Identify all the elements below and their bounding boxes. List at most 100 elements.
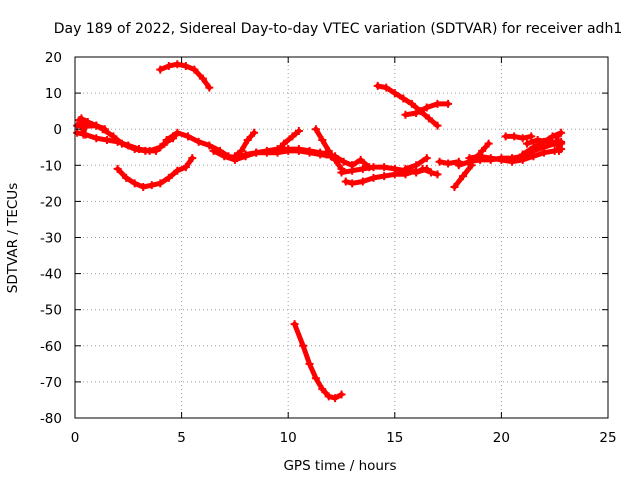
- data-point: [209, 146, 218, 155]
- data-point: [100, 125, 109, 134]
- data-point: [250, 128, 259, 137]
- plot-frame: [74, 56, 609, 419]
- data-point: [358, 164, 367, 173]
- data-point: [380, 172, 389, 181]
- series-line: [466, 146, 564, 165]
- series-arc-10: [273, 127, 303, 155]
- data-point: [510, 132, 519, 141]
- data-point: [508, 157, 517, 166]
- series-line: [275, 128, 302, 154]
- data-point: [156, 179, 165, 188]
- data-point: [401, 164, 410, 173]
- series-arc-5: [113, 154, 197, 191]
- series-arc-13: [290, 320, 346, 403]
- y-tick-label: -80: [40, 411, 62, 427]
- x-tick-label: 20: [493, 430, 510, 446]
- data-point: [156, 65, 165, 74]
- data-point: [527, 132, 536, 141]
- chart-title: Day 189 of 2022, Sidereal Day-to-day VTE…: [54, 21, 622, 37]
- series-arc-20: [418, 164, 442, 179]
- series-line: [292, 321, 344, 401]
- series-arc-15: [341, 166, 421, 188]
- series-arc-19: [401, 99, 453, 119]
- data-point: [433, 99, 442, 108]
- y-tick-label: -50: [40, 303, 62, 319]
- data-point: [188, 154, 197, 163]
- data-point: [369, 173, 378, 182]
- data-point: [412, 108, 421, 117]
- x-tick-label: 25: [599, 430, 616, 446]
- data-point: [130, 179, 139, 188]
- y-tick-label: -40: [40, 267, 62, 283]
- data-point: [433, 170, 442, 179]
- data-point: [181, 62, 190, 71]
- data-point: [424, 114, 433, 123]
- series-arc-9: [230, 128, 259, 161]
- data-point: [141, 146, 150, 155]
- data-point: [533, 136, 542, 145]
- data-point: [471, 154, 480, 163]
- data-point: [557, 128, 566, 137]
- x-tick-label: 5: [177, 430, 186, 446]
- data-point: [279, 139, 288, 148]
- data-point: [337, 168, 346, 177]
- data-point: [299, 341, 308, 350]
- data-point: [486, 154, 495, 163]
- data-point: [92, 121, 101, 130]
- data-point: [324, 392, 333, 401]
- series-arc-18: [373, 81, 442, 130]
- data-point: [427, 168, 436, 177]
- series-arc-4: [77, 114, 90, 139]
- series-arc-6: [156, 60, 214, 92]
- data-point: [102, 136, 111, 145]
- data-point: [418, 164, 427, 173]
- data-point: [205, 141, 214, 150]
- data-point: [399, 94, 408, 103]
- data-point: [497, 155, 506, 164]
- data-point: [529, 143, 538, 152]
- data-point: [237, 146, 246, 155]
- data-point: [478, 146, 487, 155]
- y-axis-label: SDTVAR / TECUs: [5, 183, 21, 293]
- y-tick-label: -10: [40, 158, 62, 174]
- data-point: [557, 139, 566, 148]
- data-point: [190, 65, 199, 74]
- data-point: [305, 148, 314, 157]
- data-point: [552, 132, 561, 141]
- data-point: [407, 99, 416, 108]
- data-point: [220, 152, 229, 161]
- data-point: [484, 139, 493, 148]
- data-point: [390, 170, 399, 179]
- data-point: [529, 152, 538, 161]
- data-point: [73, 128, 82, 137]
- data-point: [79, 130, 88, 139]
- data-point: [122, 173, 131, 182]
- data-point: [365, 163, 374, 172]
- x-tick-label: 0: [71, 430, 80, 446]
- x-tick-label: 10: [280, 430, 297, 446]
- data-point: [109, 132, 118, 141]
- series-arc-11: [311, 125, 346, 173]
- data-point: [181, 163, 190, 172]
- data-point: [540, 148, 549, 157]
- y-tick-label: 10: [45, 86, 62, 102]
- data-series: [73, 60, 566, 403]
- data-point: [290, 320, 299, 329]
- data-point: [81, 117, 90, 126]
- data-point: [273, 146, 282, 155]
- data-point: [412, 161, 421, 170]
- data-point: [401, 110, 410, 119]
- data-point: [444, 159, 453, 168]
- data-point: [356, 155, 365, 164]
- data-point: [305, 359, 314, 368]
- data-point: [373, 81, 382, 90]
- data-point: [73, 121, 82, 130]
- y-tick-label: -20: [40, 194, 62, 210]
- data-point: [117, 139, 126, 148]
- data-point: [194, 137, 203, 146]
- data-point: [294, 146, 303, 155]
- data-point: [331, 394, 340, 403]
- y-tick-label: -70: [40, 375, 62, 391]
- data-point: [173, 166, 182, 175]
